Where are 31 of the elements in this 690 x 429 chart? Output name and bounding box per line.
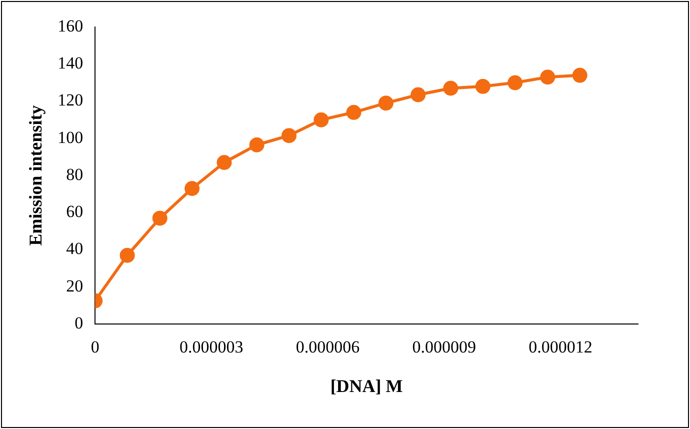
point — [216, 155, 232, 170]
y-tick-label: 60 — [66, 202, 84, 222]
x-tick-label: 0 — [90, 338, 100, 357]
point — [378, 96, 394, 111]
point — [184, 180, 200, 196]
y-tick-label: 20 — [66, 276, 84, 296]
point — [410, 87, 426, 102]
point — [475, 78, 490, 94]
point — [572, 68, 588, 83]
y-tick-label: 40 — [66, 239, 84, 258]
x-tick-label: 0.000009 — [412, 338, 476, 357]
y-tick-label: 160 — [58, 16, 84, 36]
point — [120, 248, 135, 263]
point — [281, 128, 296, 144]
point — [249, 137, 264, 152]
point — [443, 80, 458, 96]
x-tick-label: 0.000012 — [528, 338, 592, 357]
x-tick-label: 0.000003 — [180, 338, 244, 357]
point — [508, 75, 523, 90]
y-tick-label: 100 — [58, 128, 84, 147]
y-axis-title: Emission intensity — [25, 105, 46, 246]
y-tick-label: 80 — [66, 164, 84, 184]
point — [152, 210, 168, 226]
point — [346, 104, 362, 120]
y-tick-label: 140 — [58, 54, 84, 73]
y-tick-label: 0 — [74, 313, 84, 332]
x-axis-title: [DNA] M — [330, 376, 403, 396]
point — [314, 112, 329, 128]
point — [540, 70, 556, 85]
y-tick-label: 120 — [58, 90, 84, 110]
x-tick-label: 0.000006 — [296, 338, 360, 357]
